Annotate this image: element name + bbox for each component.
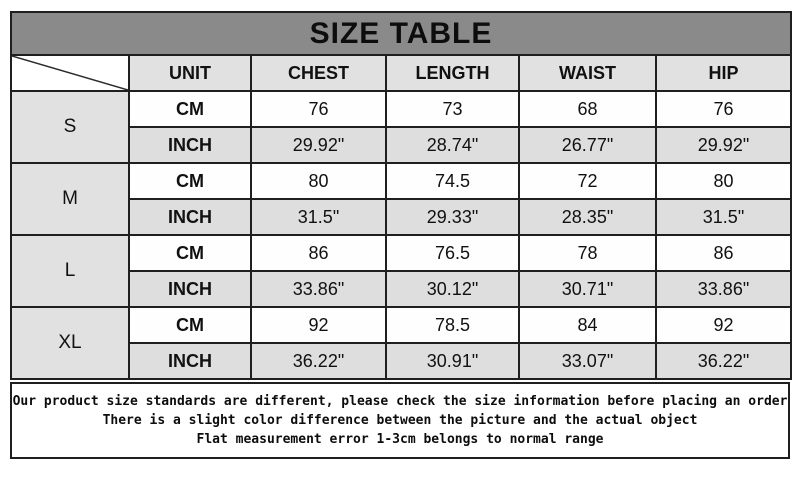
table-row-xl-cm: XL CM 92 78.5 84 92 [10, 306, 792, 380]
value-cell: 28.74" [385, 126, 520, 164]
value-cell: 33.86" [655, 270, 792, 308]
value-cell: 72 [518, 162, 657, 200]
value-cell: 68 [518, 90, 657, 128]
value-cell: 36.22" [655, 342, 792, 380]
unit-label-inch: INCH [128, 126, 252, 164]
unit-label-cm: CM [128, 90, 252, 128]
value-cell: 30.91" [385, 342, 520, 380]
column-header-hip: HIP [655, 54, 792, 92]
value-cell: 86 [250, 234, 387, 272]
column-header-chest: CHEST [250, 54, 387, 92]
unit-label-cm: CM [128, 306, 252, 344]
value-cell: 92 [655, 306, 792, 344]
diagonal-line-icon [12, 56, 128, 90]
value-cell: 29.33" [385, 198, 520, 236]
title-row: SIZE TABLE [10, 11, 792, 56]
value-cell: 29.92" [250, 126, 387, 164]
value-cell: 74.5 [385, 162, 520, 200]
table-row-m-cm: M CM 80 74.5 72 80 [10, 162, 792, 236]
value-cell: 26.77" [518, 126, 657, 164]
value-cell: 92 [250, 306, 387, 344]
value-cell: 28.35" [518, 198, 657, 236]
note-line-2: There is a slight color difference betwe… [102, 413, 698, 428]
corner-diagonal-cell [10, 54, 130, 92]
value-cell: 76 [655, 90, 792, 128]
value-cell: 78 [518, 234, 657, 272]
value-cell: 73 [385, 90, 520, 128]
value-cell: 76 [250, 90, 387, 128]
value-cell: 80 [655, 162, 792, 200]
table-row-xl-inch: INCH 36.22" 30.91" 33.07" 36.22" [11, 342, 792, 380]
value-cell: 86 [655, 234, 792, 272]
unit-label-inch: INCH [128, 342, 252, 380]
table-row-s-inch: INCH 29.92" 28.74" 26.77" 29.92" [11, 126, 792, 164]
header-row: UNIT CHEST LENGTH WAIST HIP [10, 54, 792, 92]
unit-label-cm: CM [128, 162, 252, 200]
size-label-m: M [10, 162, 130, 236]
note-line-1: Our product size standards are different… [12, 394, 788, 409]
column-header-length: LENGTH [385, 54, 520, 92]
value-cell: 33.86" [250, 270, 387, 308]
value-cell: 36.22" [250, 342, 387, 380]
unit-label-cm: CM [128, 234, 252, 272]
value-cell: 84 [518, 306, 657, 344]
column-header-unit: UNIT [128, 54, 252, 92]
value-cell: 33.07" [518, 342, 657, 380]
table-row-s-cm: S CM 76 73 68 76 [10, 90, 792, 164]
size-label-s: S [10, 90, 130, 164]
table-row-m-inch: INCH 31.5" 29.33" 28.35" 31.5" [11, 198, 792, 236]
unit-label-inch: INCH [128, 198, 252, 236]
value-cell: 76.5 [385, 234, 520, 272]
size-label-xl: XL [10, 306, 130, 380]
value-cell: 29.92" [655, 126, 792, 164]
value-cell: 78.5 [385, 306, 520, 344]
column-header-waist: WAIST [518, 54, 657, 92]
table-row-l-cm: L CM 86 76.5 78 86 [10, 234, 792, 308]
value-cell: 80 [250, 162, 387, 200]
value-cell: 30.12" [385, 270, 520, 308]
size-label-l: L [10, 234, 130, 308]
value-cell: 31.5" [655, 198, 792, 236]
notes-box: Our product size standards are different… [10, 382, 790, 459]
table-row-l-inch: INCH 33.86" 30.12" 30.71" 33.86" [11, 270, 792, 308]
note-line-3: Flat measurement error 1-3cm belongs to … [196, 432, 604, 447]
value-cell: 31.5" [250, 198, 387, 236]
unit-label-inch: INCH [128, 270, 252, 308]
page-title: SIZE TABLE [10, 11, 792, 56]
size-table: SIZE TABLE UNIT CHEST LENGTH WAIST HIP S… [10, 11, 792, 380]
value-cell: 30.71" [518, 270, 657, 308]
